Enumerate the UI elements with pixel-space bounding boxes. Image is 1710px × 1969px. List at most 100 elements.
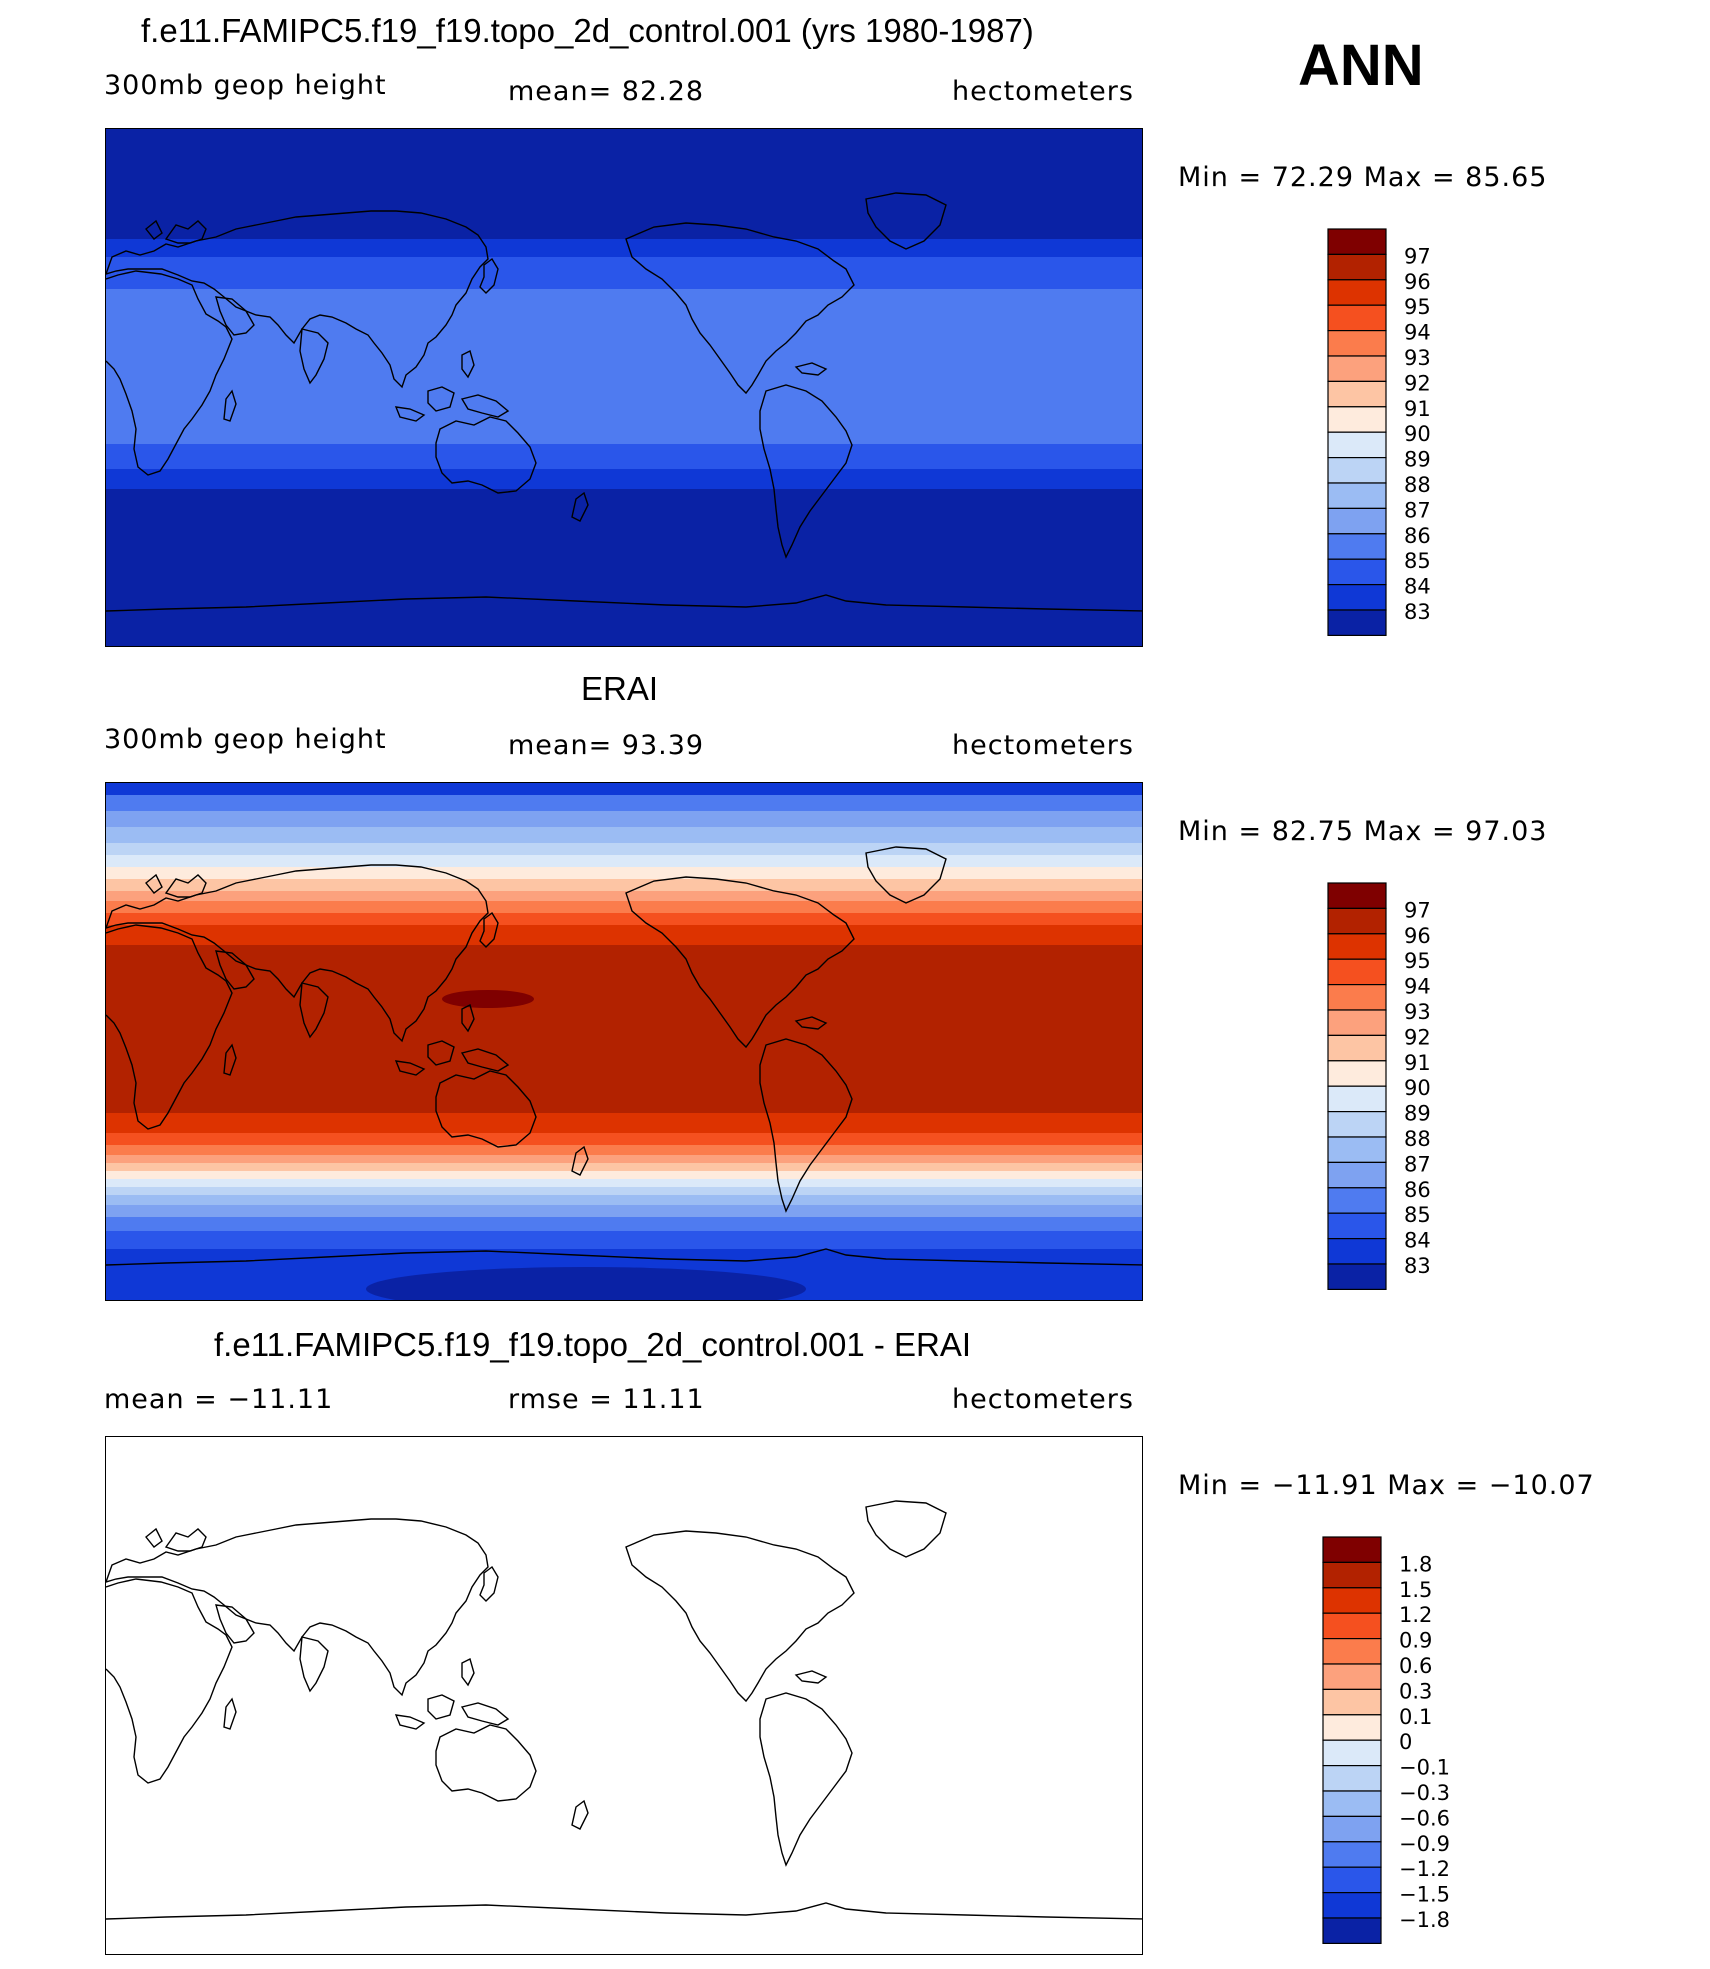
- colorbar-box: [1327, 1161, 1387, 1189]
- model-map: [105, 128, 1143, 647]
- contour-band: [106, 913, 1142, 925]
- colorbar-label: 86: [1404, 1178, 1431, 1202]
- contour-band: [106, 1179, 1142, 1187]
- coastline: [394, 406, 426, 422]
- contour-band: [106, 1231, 1142, 1249]
- colorbar-box: [1327, 933, 1387, 960]
- coastline: [164, 1528, 207, 1552]
- colorbar-box: [1327, 1085, 1387, 1113]
- colorbar-label: 95: [1404, 295, 1431, 319]
- coastline: [571, 1145, 589, 1176]
- coastline: [223, 1043, 237, 1076]
- colorbar-label: 0.3: [1399, 1679, 1432, 1703]
- coastline: [865, 192, 947, 250]
- contour-band: [106, 891, 1142, 901]
- panel1-variable: 300mb geop height: [104, 70, 387, 101]
- colorbar-box: [1327, 1187, 1387, 1214]
- coastline: [299, 328, 329, 385]
- colorbar-box: [1327, 279, 1387, 306]
- colorbar-label: 87: [1404, 1152, 1431, 1176]
- contour-band: [106, 901, 1142, 913]
- colorbar-box: [1322, 1561, 1382, 1589]
- colorbar-box: [1322, 1815, 1382, 1843]
- colorbar-label: 90: [1404, 422, 1431, 446]
- colorbar-label: 84: [1404, 575, 1431, 599]
- colorbar-label: 83: [1404, 1254, 1431, 1278]
- colorbar-box: [1327, 482, 1387, 509]
- coastline: [625, 222, 855, 395]
- coastlines: [106, 1500, 1142, 1920]
- colorbar-label: 92: [1404, 371, 1431, 395]
- colorbar-box: [1327, 1212, 1387, 1240]
- colorbar-box: [1327, 304, 1387, 332]
- contour-band: [106, 289, 1142, 444]
- colorbar-box: [1327, 983, 1387, 1011]
- coastline: [223, 389, 237, 422]
- contour-band: [106, 1155, 1142, 1163]
- diff-map: [105, 1436, 1143, 1955]
- coastline: [794, 1016, 828, 1030]
- coastline: [571, 491, 589, 522]
- colorbar-label: 93: [1404, 1000, 1431, 1024]
- contour-band: [106, 925, 1142, 945]
- colorbar-box: [1327, 228, 1387, 255]
- colorbar-box: [1327, 253, 1387, 281]
- colorbar-box: [1322, 1688, 1382, 1716]
- coastline: [106, 594, 1142, 612]
- coastline: [625, 876, 855, 1049]
- coastline: [759, 1692, 853, 1867]
- colorbar-label: 1.5: [1399, 1578, 1432, 1602]
- colorbar-box: [1327, 355, 1387, 382]
- colorbar-box: [1327, 507, 1387, 535]
- coastline: [299, 982, 329, 1039]
- panel2-units: hectometers: [952, 730, 1134, 761]
- coastline: [145, 219, 163, 240]
- colorbar-label: −0.1: [1399, 1756, 1450, 1780]
- coastline: [435, 416, 537, 494]
- colorbar-box: [1322, 1612, 1382, 1640]
- colorbar-box: [1322, 1536, 1382, 1563]
- map-background: [106, 1437, 1142, 1954]
- coastline: [106, 864, 489, 1043]
- colorbar-label: 84: [1404, 1229, 1431, 1253]
- coastline: [460, 1048, 510, 1072]
- coastline: [479, 911, 499, 948]
- coastline: [461, 1657, 475, 1687]
- coastline: [215, 950, 255, 990]
- panel3-title: f.e11.FAMIPC5.f19_f19.topo_2d_control.00…: [214, 1326, 972, 1363]
- colorbar-box: [1327, 609, 1387, 636]
- contour-band: [106, 1163, 1142, 1171]
- panel1-units: hectometers: [952, 76, 1134, 107]
- contour-band: [106, 1217, 1142, 1231]
- coastline: [479, 257, 499, 294]
- coastline: [460, 394, 510, 418]
- contour-band: [106, 843, 1142, 855]
- coastline: [106, 1518, 489, 1697]
- coastline: [106, 924, 233, 1130]
- panel3-units: hectometers: [952, 1384, 1134, 1415]
- contour-band: [106, 795, 1142, 811]
- coastline: [106, 1902, 1142, 1920]
- coastline: [223, 1697, 237, 1730]
- panel2-mean: mean= 93.39: [508, 730, 705, 761]
- colorbar-box: [1327, 1238, 1387, 1265]
- colorbar-box: [1327, 1060, 1387, 1087]
- coastline: [394, 1060, 426, 1076]
- colorbar-box: [1322, 1841, 1382, 1868]
- coastline: [394, 1714, 426, 1730]
- colorbar-label: −0.6: [1399, 1806, 1450, 1830]
- colorbar-label: 0.6: [1399, 1654, 1432, 1678]
- colorbar-label: −0.3: [1399, 1781, 1450, 1805]
- coastline: [215, 296, 255, 336]
- coastline: [865, 1500, 947, 1558]
- coastline: [106, 1248, 1142, 1266]
- coastline: [106, 270, 233, 476]
- coastlines: [106, 846, 1142, 1266]
- contour-band: [106, 1205, 1142, 1217]
- panel3-minmax: Min = −11.91 Max = −10.07: [1178, 1470, 1595, 1501]
- colorbar-label: 85: [1404, 1203, 1431, 1227]
- colorbar-box: [1322, 1637, 1382, 1665]
- colorbar-label: 97: [1404, 898, 1431, 922]
- coastline: [435, 1724, 537, 1802]
- colorbar-label: 87: [1404, 498, 1431, 522]
